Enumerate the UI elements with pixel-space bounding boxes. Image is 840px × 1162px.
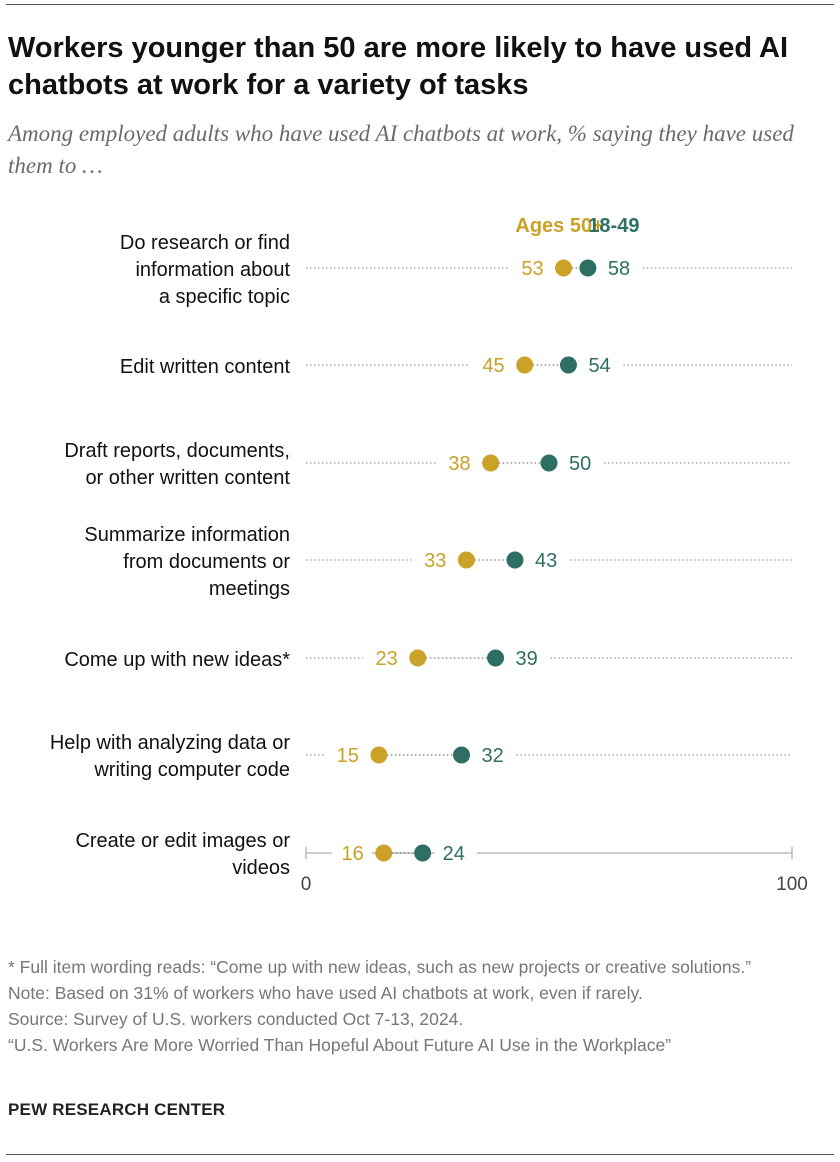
value-label-ages-18-49: 24 [443,843,465,865]
dot-ages-50-plus [482,454,500,472]
category-label: Edit written content [120,354,290,381]
x-tick-label-0: 0 [301,874,312,895]
category-label-line: Edit written content [119,355,290,378]
label-gap-left [331,841,372,865]
dot-ages-50-plus [457,551,475,569]
footnote-note: Note: Based on 31% of workers who have u… [8,983,643,1003]
category-label-line: a specific topic [158,285,290,308]
category-label-line: or other written content [85,467,290,489]
value-label-ages-18-49: 32 [482,745,504,767]
dot-ages-18-49 [487,649,505,667]
chart-subtitle: Among employed adults who have used AI c… [8,121,794,178]
value-label-ages-18-49: 58 [608,258,630,280]
bottom-rule [6,1154,834,1155]
top-rule [6,4,834,5]
category-label-line: writing computer code [94,759,290,781]
dot-ages-18-49 [453,746,471,764]
footnotes: * Full item wording reads: “Come up with… [8,954,828,1058]
label-gap-right [434,841,477,865]
dot-ages-18-49 [540,454,558,472]
value-label-ages-50-plus: 45 [482,355,504,377]
pew-research-center-brand: PEW RESEARCH CENTER [8,1100,226,1119]
legend-ages-18-49: 18-49 [588,215,639,237]
category-label-line: Do research or find [119,231,290,254]
category-label: Come up with new ideas* [64,647,290,674]
dot-ages-50-plus [375,844,393,862]
dot-ages-18-49 [579,259,597,277]
dot-ages-18-49 [559,356,577,374]
chart-title: Workers younger than 50 are more likely … [8,32,789,101]
value-label-ages-50-plus: 23 [376,648,398,670]
x-tick-label-100: 100 [776,874,808,895]
category-label: Do research or find information about a sp… [120,230,290,311]
value-label-ages-50-plus: 38 [448,453,470,475]
dot-ages-18-49 [506,551,524,569]
category-label-line: meetings [208,577,290,600]
category-label-line: information about [135,258,290,281]
category-label-line: Draft reports, documents, [64,440,290,462]
value-label-ages-50-plus: 15 [337,745,359,767]
category-label-line: Summarize information [84,523,290,546]
value-label-ages-18-49: 54 [588,355,610,377]
value-label-ages-50-plus: 33 [424,550,446,572]
value-label-ages-18-49: 50 [569,453,591,475]
category-label-line: Create or edit images or [75,830,290,852]
category-label: Draft reports, documents, or other writte… [64,438,290,492]
dot-ages-50-plus [555,259,573,277]
category-label-line: from documents or [123,550,290,573]
category-label-line: Help with analyzing data or [49,732,290,754]
dot-ages-50-plus [516,356,534,374]
legend-ages-50-plus: Ages 50+ [515,215,603,237]
category-label-line: videos [232,857,290,879]
value-label-ages-50-plus: 16 [342,843,364,865]
value-label-ages-18-49: 39 [516,648,538,670]
footnote-source: Source: Survey of U.S. workers conducted… [8,1009,464,1029]
dot-plot-chart: Ages 50+18-49 53 58 45 54 38 50 33 43 23 39 15 32 16 2… [301,215,808,895]
dot-ages-18-49 [414,844,432,862]
value-label-ages-50-plus: 53 [521,258,543,280]
category-label: Create or edit images or videos [75,828,290,882]
dot-ages-50-plus [409,649,427,667]
category-label-line: Come up with new ideas* [64,648,290,671]
value-label-ages-18-49: 43 [535,550,557,572]
footnote-report-title: “U.S. Workers Are More Worried Than Hope… [8,1035,672,1055]
category-label: Summarize information from documents or me… [84,522,290,603]
footnote-full-wording: * Full item wording reads: “Come up with… [8,957,752,977]
dot-ages-50-plus [370,746,388,764]
category-label: Help with analyzing data or writing compu… [50,730,290,784]
